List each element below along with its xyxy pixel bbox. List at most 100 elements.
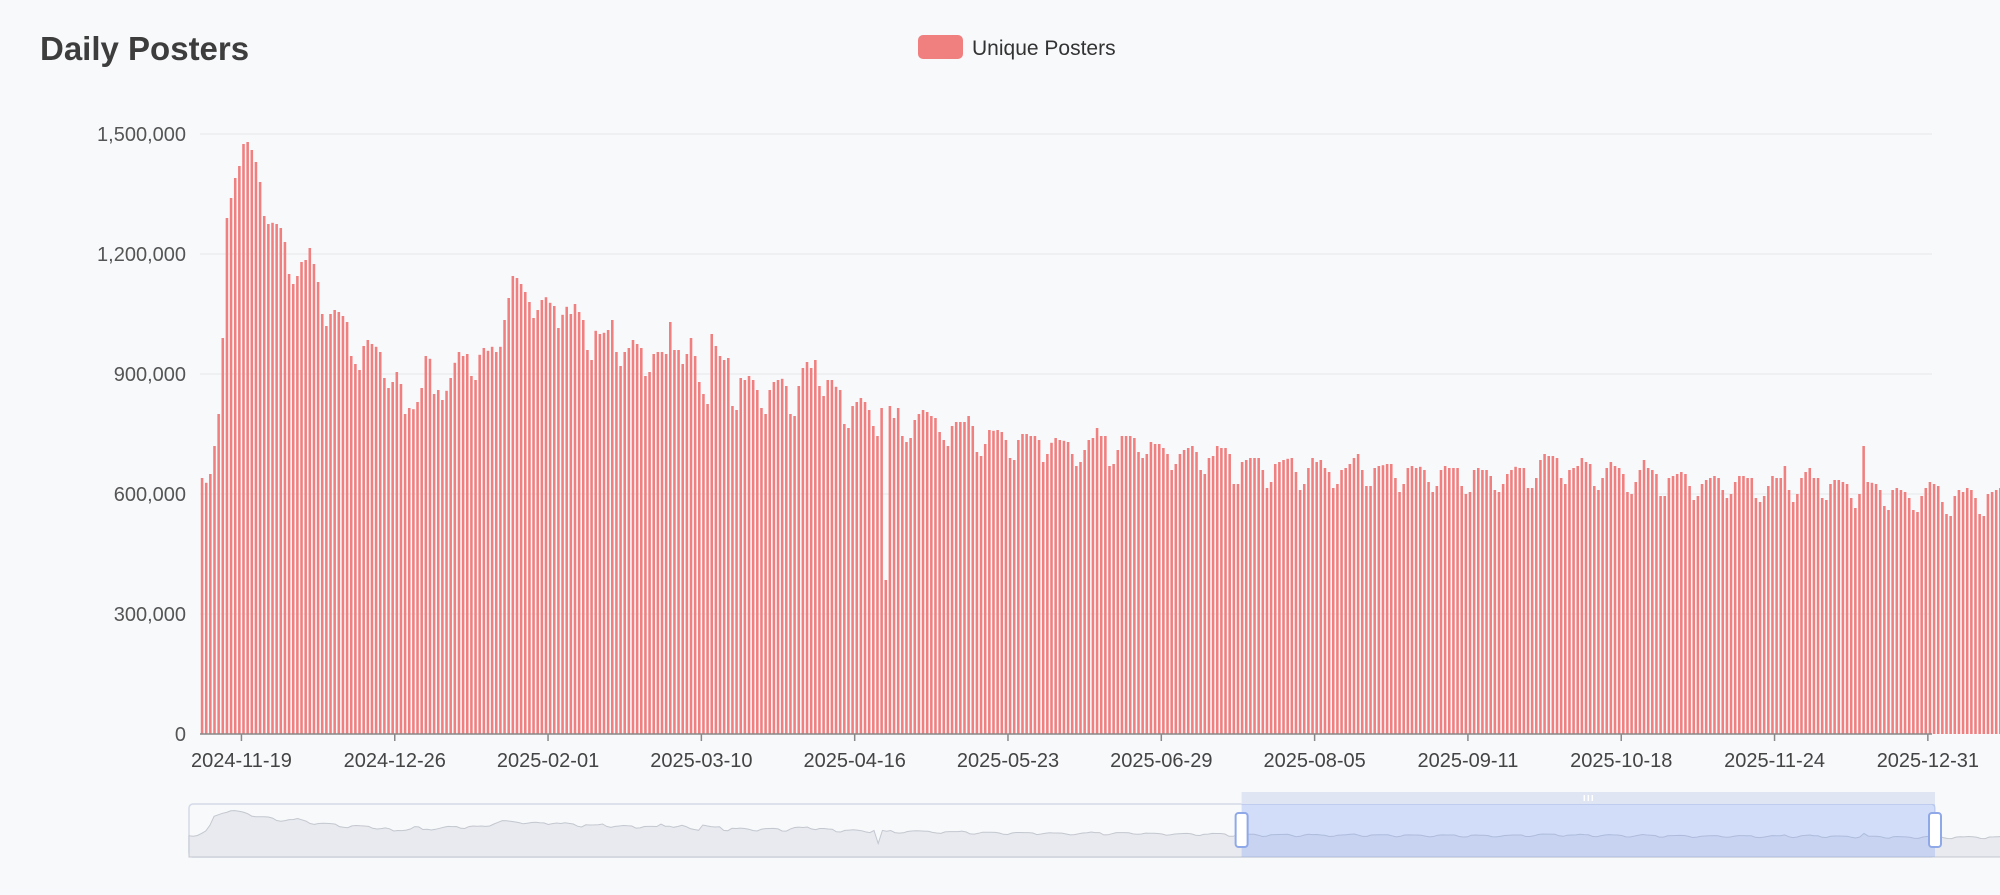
- bar: [664, 354, 668, 734]
- bar: [461, 356, 465, 734]
- bar: [532, 318, 535, 734]
- bar: [954, 422, 958, 734]
- bar: [698, 382, 701, 734]
- y-tick-label: 1,200,000: [97, 244, 186, 266]
- bar: [710, 334, 714, 734]
- bar: [1903, 492, 1907, 734]
- bar: [291, 284, 295, 734]
- bar: [1004, 440, 1008, 734]
- bar: [1037, 440, 1041, 734]
- bar: [1642, 460, 1646, 734]
- bar: [424, 356, 428, 734]
- x-axis: 2024-11-19 2024-12-26 2025-02-01 2025-03-10…: [191, 733, 1979, 772]
- bar: [1418, 466, 1422, 734]
- bar: [1128, 436, 1132, 734]
- bar: [1845, 484, 1849, 734]
- bar: [391, 382, 394, 734]
- bar: [1331, 488, 1335, 734]
- bar: [1535, 478, 1538, 734]
- bar: [329, 314, 332, 734]
- bar: [959, 422, 962, 734]
- legend-label[interactable]: Unique Posters: [972, 37, 1116, 60]
- bar: [1584, 462, 1588, 734]
- bar: [1539, 460, 1542, 734]
- bar: [1543, 454, 1546, 734]
- bar: [780, 378, 784, 734]
- bar: [702, 394, 705, 734]
- bar: [764, 414, 767, 734]
- bar: [1655, 474, 1658, 734]
- bar: [503, 320, 506, 734]
- bar: [523, 292, 527, 734]
- bar: [1833, 480, 1836, 734]
- bar: [1593, 486, 1596, 734]
- bar: [1758, 502, 1762, 734]
- bar: [1369, 486, 1372, 734]
- bar: [1253, 458, 1256, 734]
- zoom-selection[interactable]: [1241, 804, 1935, 857]
- bar: [996, 430, 999, 734]
- bar: [602, 332, 606, 734]
- bar: [1240, 462, 1244, 734]
- bar: [577, 312, 581, 734]
- bar: [1878, 490, 1882, 734]
- x-tick-label: 2025-02-01: [497, 750, 599, 772]
- legend-swatch[interactable]: [918, 35, 963, 59]
- bar: [1228, 454, 1231, 734]
- bar: [714, 346, 718, 734]
- bar: [1178, 454, 1182, 734]
- bar: [1472, 470, 1476, 734]
- bar: [1249, 458, 1252, 734]
- zoom-handle[interactable]: [1928, 812, 1942, 848]
- bar: [1841, 482, 1845, 734]
- bar: [1746, 478, 1749, 734]
- bar: [428, 358, 432, 734]
- bar: [1547, 456, 1551, 734]
- bar: [209, 474, 212, 734]
- bar: [308, 248, 312, 734]
- bar: [826, 380, 830, 734]
- bar: [1406, 468, 1410, 734]
- chart-title: Daily Posters: [40, 30, 250, 67]
- x-tick-label: 2025-08-05: [1263, 750, 1365, 772]
- bar: [354, 364, 357, 734]
- zoom-slider[interactable]: [188, 792, 2000, 858]
- bar: [200, 478, 204, 734]
- bar: [983, 444, 987, 734]
- bar: [204, 482, 208, 734]
- bar: [1530, 488, 1534, 734]
- zoom-handle[interactable]: [1234, 812, 1249, 848]
- bar: [801, 368, 805, 734]
- bar: [1912, 510, 1915, 734]
- bar: [834, 386, 838, 734]
- bar: [1551, 456, 1555, 734]
- bar: [1327, 472, 1331, 734]
- bar: [1323, 468, 1327, 734]
- bar: [1427, 482, 1430, 734]
- bar: [445, 390, 448, 734]
- bar: [967, 416, 970, 734]
- bar: [693, 356, 697, 734]
- bar: [847, 428, 850, 734]
- bar: [631, 340, 635, 734]
- bar: [1928, 482, 1932, 734]
- bar: [681, 364, 685, 734]
- bar: [979, 456, 983, 734]
- bar: [805, 362, 809, 734]
- bar: [1041, 462, 1045, 734]
- bar: [436, 390, 440, 734]
- bar: [1286, 458, 1289, 734]
- bar: [1141, 458, 1144, 734]
- bar: [1070, 454, 1074, 734]
- bar: [1257, 458, 1260, 734]
- bar: [1704, 480, 1708, 734]
- bar: [1957, 490, 1961, 734]
- bar: [1104, 436, 1107, 734]
- bar: [1477, 468, 1480, 734]
- bar: [1555, 458, 1559, 734]
- bar: [449, 378, 452, 734]
- bar: [1771, 476, 1774, 734]
- bar: [1273, 464, 1277, 734]
- bar: [1961, 492, 1965, 734]
- legend[interactable]: Unique Posters: [918, 35, 1116, 60]
